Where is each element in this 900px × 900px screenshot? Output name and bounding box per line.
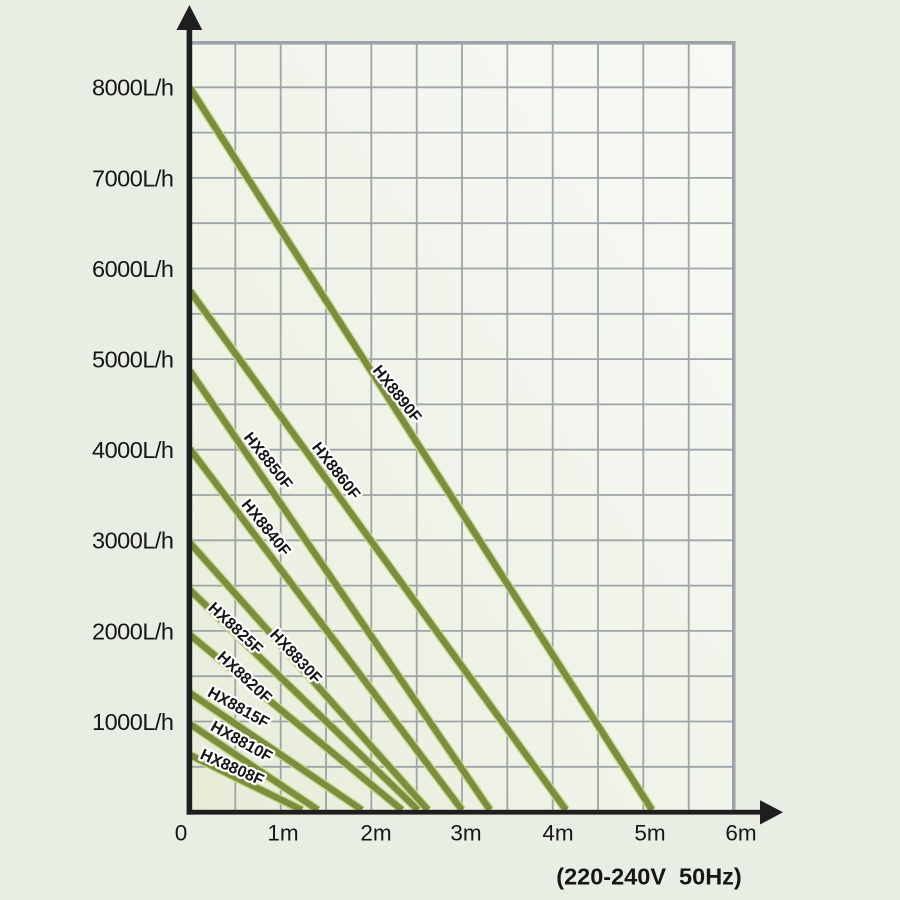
svg-text:6m: 6m bbox=[725, 821, 756, 846]
svg-text:2m: 2m bbox=[360, 821, 391, 846]
svg-text:1m: 1m bbox=[267, 821, 298, 846]
svg-text:3m: 3m bbox=[450, 821, 481, 846]
svg-text:0: 0 bbox=[175, 821, 188, 846]
svg-text:5000L/h: 5000L/h bbox=[92, 347, 173, 373]
svg-text:4m: 4m bbox=[542, 821, 573, 846]
svg-text:5m: 5m bbox=[634, 821, 665, 846]
svg-text:(220-240V 50Hz): (220-240V 50Hz) bbox=[556, 864, 742, 890]
svg-text:1000L/h: 1000L/h bbox=[92, 709, 173, 735]
svg-text:8000L/h: 8000L/h bbox=[92, 75, 173, 101]
svg-text:2000L/h: 2000L/h bbox=[92, 618, 173, 644]
svg-text:3000L/h: 3000L/h bbox=[92, 528, 173, 554]
svg-text:6000L/h: 6000L/h bbox=[92, 256, 173, 282]
svg-text:7000L/h: 7000L/h bbox=[92, 165, 173, 191]
svg-text:4000L/h: 4000L/h bbox=[92, 437, 173, 463]
